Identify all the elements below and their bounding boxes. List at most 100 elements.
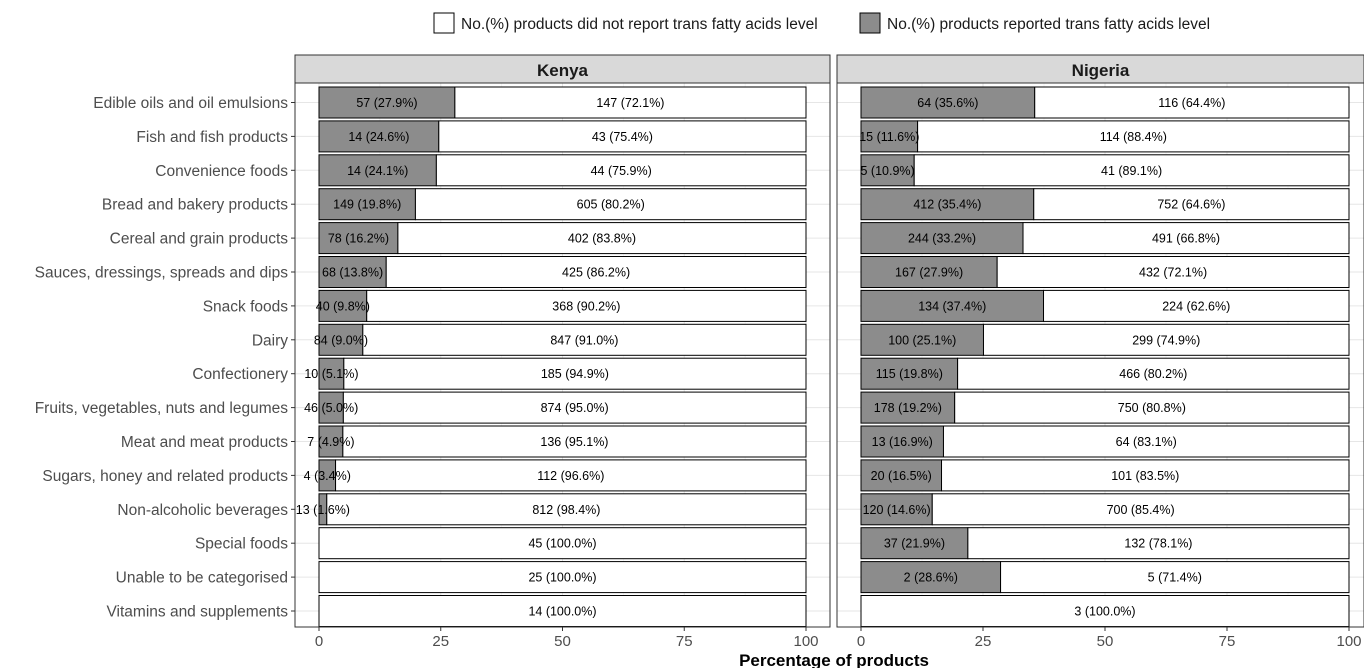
category-label: Meat and meat products: [121, 434, 288, 451]
bar-not-reported: [335, 459, 807, 492]
bar-reported: [318, 222, 399, 255]
bar-label-reported: 5 (10.9%): [860, 164, 914, 178]
bar-label-not-reported: 147 (72.1%): [596, 96, 664, 110]
bar-reported: [860, 527, 969, 560]
bar-not-reported: [414, 188, 807, 221]
legend-swatch: [859, 12, 881, 34]
bar-label-reported: 13 (1.6%): [296, 503, 350, 517]
bar-not-reported: [343, 357, 807, 390]
bar-label-not-reported: 5 (71.4%): [1148, 571, 1202, 585]
bar-label-reported: 149 (19.8%): [333, 198, 401, 212]
x-tick-label: 75: [676, 633, 693, 650]
category-label: Snack foods: [203, 298, 289, 315]
bar-not-reported: [318, 527, 807, 560]
bar-not-reported: [1000, 561, 1350, 594]
bar-not-reported: [913, 154, 1350, 187]
bar-not-reported: [967, 527, 1350, 560]
category-label: Bread and bakery products: [102, 197, 288, 214]
bar-label-not-reported: 44 (75.9%): [591, 164, 652, 178]
bar-not-reported: [996, 256, 1350, 288]
bar-not-reported: [1033, 188, 1350, 221]
panel-border: [836, 82, 1364, 628]
bar-not-reported: [982, 323, 1350, 356]
bar-reported: [860, 391, 956, 424]
bar-label-not-reported: 132 (78.1%): [1124, 537, 1192, 551]
bar-not-reported: [318, 561, 807, 594]
bar-not-reported: [366, 289, 807, 322]
bar-label-reported: 13 (16.9%): [872, 435, 933, 449]
bar-label-not-reported: 402 (83.8%): [568, 232, 636, 246]
x-tick-label: 100: [1336, 633, 1361, 650]
bar-reported: [318, 323, 364, 356]
panel-title: Kenya: [537, 61, 589, 80]
bar-label-not-reported: 605 (80.2%): [577, 198, 645, 212]
bar-label-reported: 40 (9.8%): [316, 299, 370, 313]
bar-label-not-reported: 432 (72.1%): [1139, 266, 1207, 280]
category-label: Dairy: [252, 332, 288, 349]
bar-label-not-reported: 491 (66.8%): [1152, 232, 1220, 246]
bar-label-reported: 4 (3.4%): [304, 469, 351, 483]
bar-label-reported: 167 (27.9%): [895, 266, 963, 280]
x-tick-label: 0: [857, 633, 865, 650]
bar-reported: [318, 86, 456, 119]
x-tick-label: 50: [554, 633, 571, 650]
bar-label-not-reported: 45 (100.0%): [528, 537, 596, 551]
bar-label-reported: 120 (14.6%): [863, 503, 931, 517]
x-axis-title: Percentage of products: [739, 651, 929, 668]
category-label: Edible oils and oil emulsions: [93, 95, 288, 112]
bar-label-not-reported: 185 (94.9%): [541, 367, 609, 381]
category-label: Convenience foods: [155, 163, 288, 180]
bar-label-not-reported: 136 (95.1%): [540, 435, 608, 449]
bar-label-reported: 68 (13.8%): [322, 266, 383, 280]
bar-label-reported: 134 (37.4%): [918, 299, 986, 313]
bar-label-not-reported: 847 (91.0%): [550, 333, 618, 347]
category-label: Fruits, vegetables, nuts and legumes: [35, 400, 289, 417]
bar-reported: [860, 256, 998, 288]
bar-not-reported: [438, 120, 807, 153]
bar-not-reported: [454, 86, 807, 119]
bar-reported: [860, 425, 944, 458]
x-tick-label: 0: [315, 633, 323, 650]
bar-label-not-reported: 116 (64.4%): [1158, 96, 1225, 110]
bar-not-reported: [1043, 289, 1350, 322]
category-label: Sugars, honey and related products: [42, 468, 288, 485]
category-label: Vitamins and supplements: [106, 604, 288, 621]
bar-reported: [318, 289, 368, 322]
chart-panels: Kenya 57 (27.9%) 147 (72.1%) 14 (24.6%) 43 (…: [294, 54, 1364, 650]
category-label: Unable to be categorised: [116, 570, 288, 587]
legend-swatch: [433, 12, 455, 34]
bar-label-reported: 57 (27.9%): [356, 96, 417, 110]
bar-label-not-reported: 874 (95.0%): [541, 401, 609, 415]
legend-label: No.(%) products reported trans fatty aci…: [887, 16, 1210, 33]
bar-label-reported: 84 (9.0%): [314, 333, 368, 347]
bar-not-reported: [1022, 222, 1350, 255]
bar-label-reported: 20 (16.5%): [871, 469, 932, 483]
bar-label-reported: 78 (16.2%): [328, 232, 389, 246]
bar-reported: [860, 561, 1002, 594]
bar-reported: [860, 357, 959, 390]
bar-not-reported: [362, 323, 807, 356]
bar-not-reported: [931, 493, 1350, 526]
bar-label-reported: 412 (35.4%): [913, 198, 981, 212]
x-tick-label: 100: [793, 633, 818, 650]
bar-reported: [318, 357, 345, 390]
bar-not-reported: [318, 595, 807, 627]
bar-reported: [860, 222, 1024, 255]
bar-label-reported: 178 (19.2%): [874, 401, 942, 415]
bar-reported: [860, 493, 933, 526]
bar-reported: [860, 323, 984, 356]
category-label: Fish and fish products: [136, 129, 288, 146]
bar-reported: [860, 120, 919, 153]
x-tick-label: 25: [975, 633, 992, 650]
bar-label-not-reported: 700 (85.4%): [1107, 503, 1175, 517]
bar-label-not-reported: 466 (80.2%): [1119, 367, 1187, 381]
bar-label-not-reported: 25 (100.0%): [528, 571, 596, 585]
bar-reported: [860, 86, 1036, 119]
bar-label-not-reported: 425 (86.2%): [562, 266, 630, 280]
bar-not-reported: [957, 357, 1350, 390]
bar-label-reported: 15 (11.6%): [859, 130, 919, 144]
bar-not-reported: [342, 391, 807, 424]
bar-label-reported: 100 (25.1%): [888, 333, 956, 347]
bar-not-reported: [941, 459, 1350, 492]
